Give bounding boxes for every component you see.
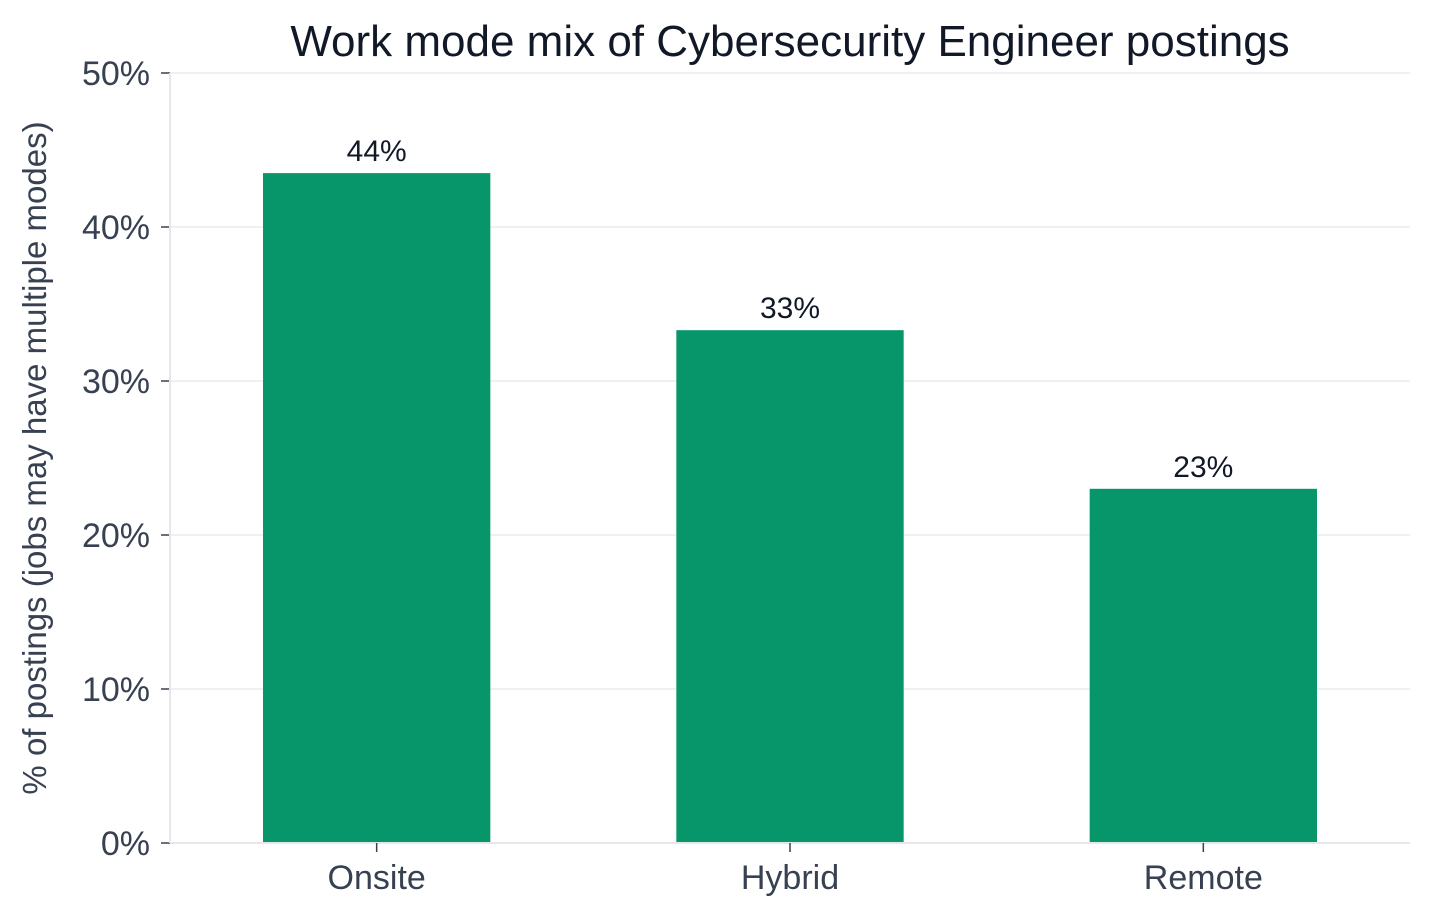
y-tick-label: 20% [82,517,150,555]
bar-onsite [263,173,491,844]
y-tick-label: 50% [82,55,150,93]
x-tick-label: Onsite [328,859,426,897]
data-label: 33% [760,292,820,325]
x-tick-label: Remote [1144,859,1263,897]
data-label: 23% [1173,451,1233,484]
data-label: 44% [347,135,407,168]
y-tick-label: 10% [82,671,150,709]
chart-title: Work mode mix of Cybersecurity Engineer … [290,17,1289,66]
y-tick-label: 0% [101,825,150,863]
bar-hybrid [676,330,904,843]
x-tick-label: Hybrid [741,859,839,897]
y-axis-label: % of postings (jobs may have multiple mo… [16,121,53,794]
y-tick-label: 30% [82,363,150,401]
bar-remote [1089,488,1317,843]
bars [263,173,1317,844]
axes: 0% 10% 20% 30% 40% 50% Onsite Hybrid Remote [82,55,1410,897]
y-tick-label: 40% [82,209,150,247]
data-labels: 44% 33% 23% [347,135,1234,484]
